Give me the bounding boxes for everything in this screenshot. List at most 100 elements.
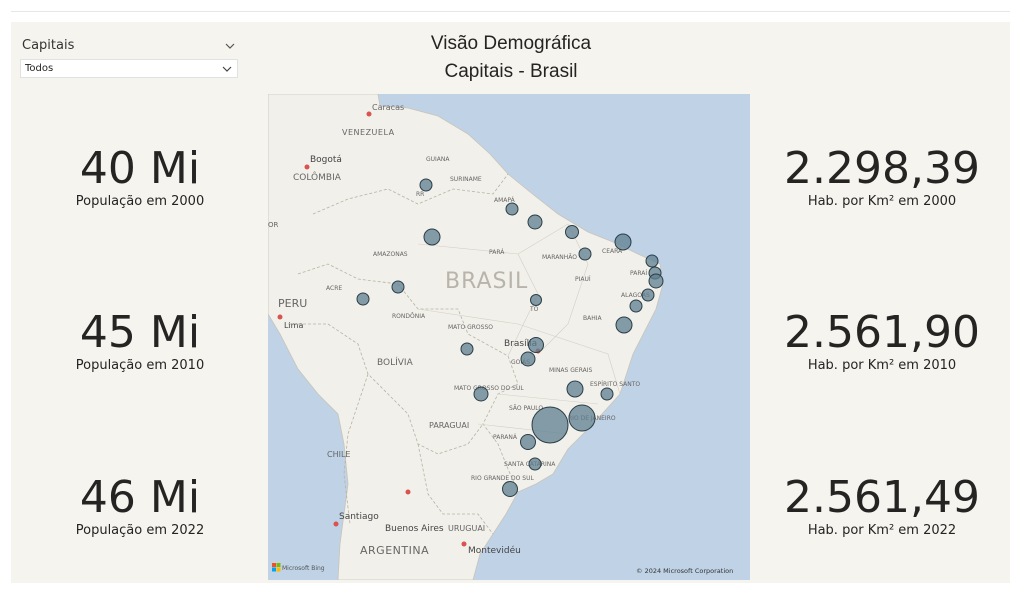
map-label: PARAÍ (630, 270, 647, 277)
capital-bubble[interactable] (473, 386, 489, 402)
map-label: PERU (278, 297, 307, 310)
kpi-value: 2.561,90 (784, 307, 980, 358)
map-label: Brasília (504, 339, 537, 349)
map-label: URUGUAI (448, 524, 485, 533)
landmass (268, 94, 664, 580)
map-label: ACRE (326, 285, 342, 292)
capital-bubble[interactable] (614, 233, 632, 251)
kpi-label: Hab. por Km² em 2022 (807, 523, 957, 538)
map-label: ESPÍRITO SANTO (590, 381, 640, 388)
map-label: Buenos Aires (385, 524, 444, 534)
map-label: MINAS GERAIS (549, 367, 592, 374)
capitais-dropdown[interactable]: Todos (20, 59, 238, 78)
map-label: CEARÁ (602, 248, 623, 255)
capital-bubble[interactable] (530, 294, 542, 306)
capital-bubble[interactable] (520, 434, 536, 450)
capital-bubble[interactable] (419, 178, 433, 192)
chevron-down-icon (222, 66, 232, 72)
city-marker (461, 541, 467, 547)
top-divider (11, 11, 1010, 12)
capital-bubble[interactable] (528, 337, 544, 353)
city-marker (277, 314, 283, 320)
map-label: ALAGOAS (621, 292, 650, 299)
map-label: BOLÍVIA (377, 356, 414, 368)
map-label: RONDÔNIA (392, 313, 426, 320)
country-borders (288, 173, 519, 535)
kpi-label: Hab. por Km² em 2010 (807, 358, 957, 373)
bubble-layer[interactable] (356, 178, 664, 497)
map-label: RIO GRANDE DO SUL (471, 475, 535, 482)
map-visual[interactable]: Caracas VENEZUELA Bogotá COLÔMBIA GUIANA… (268, 94, 750, 580)
map-label: MARANHÃO (542, 254, 577, 261)
capital-bubble[interactable] (423, 228, 441, 246)
kpi-card-density-2010: 2.561,90 Hab. por Km² em 2010 (772, 308, 992, 374)
capital-bubble[interactable] (460, 342, 474, 356)
capital-bubble[interactable] (502, 481, 518, 497)
kpi-card-density-2000: 2.298,39 Hab. por Km² em 2000 (772, 144, 992, 210)
kpi-value: 40 Mi (79, 143, 201, 194)
kpi-label: Hab. por Km² em 2000 (807, 194, 957, 209)
map-label: Caracas (372, 103, 404, 112)
report-title: Visão Demográfica Capitais - Brasil (380, 30, 642, 86)
capital-bubble[interactable] (615, 316, 633, 334)
capital-bubble[interactable] (648, 273, 664, 289)
city-marker (366, 111, 372, 117)
capital-bubble[interactable] (600, 387, 614, 401)
capital-bubble[interactable] (568, 404, 596, 432)
capital-bubble[interactable] (527, 214, 543, 230)
slicer-title: Capitais (22, 38, 75, 53)
map-label: SURINAME (450, 176, 482, 183)
kpi-value: 45 Mi (79, 307, 201, 358)
map-label: PARANÁ (493, 434, 518, 441)
capital-bubble[interactable] (391, 280, 405, 294)
kpi-card-pop-2000: 40 Mi População em 2000 (40, 144, 240, 210)
map-label: GOIÁS (511, 359, 530, 366)
map-label: AMAZONAS (373, 251, 408, 258)
map-label: CHILE (327, 450, 350, 459)
capital-bubble[interactable] (566, 380, 584, 398)
kpi-card-density-2022: 2.561,49 Hab. por Km² em 2022 (772, 473, 992, 539)
map-label: Lima (284, 321, 303, 330)
city-marker (333, 521, 339, 527)
bing-logo: Microsoft Bing (272, 563, 325, 572)
map-label: PARÁ (489, 249, 505, 256)
kpi-card-pop-2022: 46 Mi População em 2022 (40, 473, 240, 539)
map-svg[interactable]: Caracas VENEZUELA Bogotá COLÔMBIA GUIANA… (268, 94, 750, 580)
capital-bubble[interactable] (578, 247, 592, 261)
kpi-label: População em 2000 (75, 194, 205, 209)
map-attribution: © 2024 Microsoft Corporation (636, 567, 733, 575)
capital-bubble[interactable] (528, 457, 542, 471)
capital-bubble[interactable] (565, 225, 579, 239)
capital-bubble[interactable] (356, 292, 370, 306)
map-label: BAHIA (583, 315, 603, 322)
capital-bubble[interactable] (641, 288, 655, 302)
city-marker (304, 164, 310, 170)
map-label: TO (529, 306, 539, 313)
map-label: MATO GROSSO (448, 324, 493, 331)
title-line-2: Capitais - Brasil (444, 61, 578, 82)
title-line-1: Visão Demográfica (430, 33, 592, 54)
capital-bubble[interactable] (520, 351, 536, 367)
map-label: PARAGUAI (429, 421, 469, 430)
capital-bubble[interactable] (645, 254, 659, 268)
map-label: GUIANA (426, 156, 450, 163)
kpi-label: População em 2022 (75, 523, 205, 538)
kpi-value: 2.561,49 (784, 472, 980, 523)
capital-bubble[interactable] (531, 406, 569, 444)
map-label: VENEZUELA (342, 128, 395, 137)
kpi-card-pop-2010: 45 Mi População em 2010 (40, 308, 240, 374)
capital-bubble[interactable] (629, 299, 643, 313)
map-label: Bogotá (310, 155, 342, 165)
map-label: Santiago (339, 512, 379, 522)
kpi-label: População em 2010 (75, 358, 205, 373)
chevron-down-icon[interactable] (225, 41, 235, 51)
kpi-value: 2.298,39 (784, 143, 980, 194)
bing-logo-text: Microsoft Bing (282, 565, 325, 572)
map-label-country: BRASIL (445, 269, 528, 294)
city-marker (405, 489, 411, 495)
capital-bubble[interactable] (505, 202, 519, 216)
dropdown-selected-value: Todos (25, 63, 54, 74)
map-label: MATO GROSSO DO SUL (454, 385, 524, 392)
map-label: COLÔMBIA (293, 171, 342, 183)
map-label: ARGENTINA (360, 544, 429, 557)
